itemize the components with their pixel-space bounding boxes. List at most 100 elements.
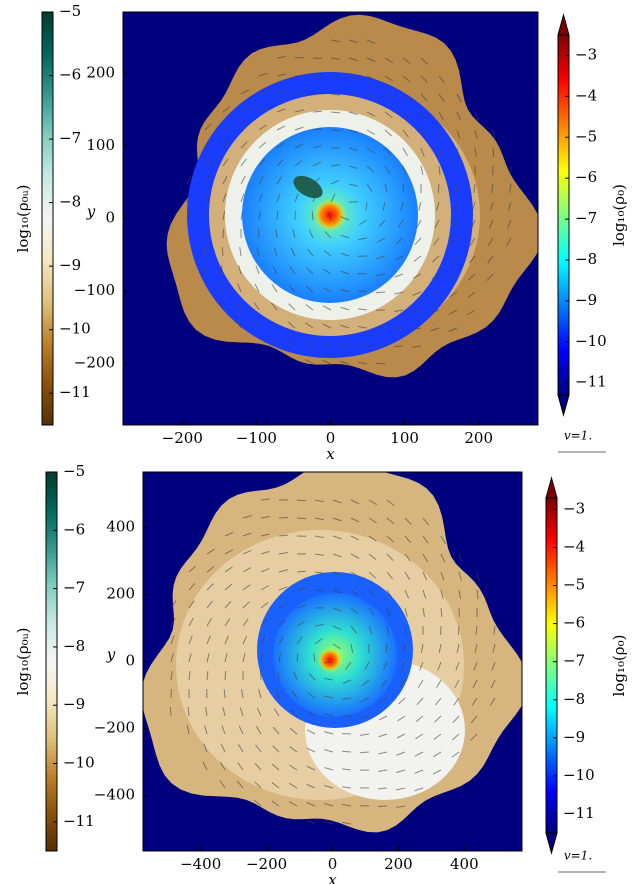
- velocity-vector: [506, 237, 512, 247]
- velocity-vector: [276, 108, 286, 113]
- velocity-vector: [348, 75, 358, 80]
- colorbar: [545, 497, 558, 834]
- velocity-vector: [203, 743, 208, 753]
- y-axis-label: y: [106, 646, 116, 664]
- velocity-vector: [271, 800, 280, 807]
- velocity-vector: [454, 679, 460, 689]
- velocity-vector: [296, 499, 307, 502]
- velocity-vector: [436, 201, 440, 211]
- velocity-vector: [366, 183, 373, 192]
- velocity-vector: [448, 327, 458, 333]
- velocity-vector: [314, 553, 324, 556]
- velocity-vector: [290, 247, 296, 257]
- velocity-vector: [222, 106, 231, 113]
- velocity-vector: [307, 692, 316, 699]
- velocity-vector: [206, 583, 214, 591]
- velocity-vector: [237, 762, 244, 771]
- velocity-vector: [342, 768, 352, 771]
- velocity-vector: [330, 93, 340, 96]
- velocity-vector: [377, 787, 388, 790]
- velocity-vector: [254, 283, 260, 293]
- velocity-vector: [296, 570, 307, 573]
- velocity-vector: [186, 725, 190, 735]
- colorbar-tick-label: −10: [63, 754, 95, 772]
- colorbar-tick-label: −4: [563, 537, 585, 555]
- colorbar: [45, 471, 58, 852]
- velocity-vector: [273, 247, 278, 257]
- colorbar-tick-label: −6: [575, 168, 597, 186]
- velocity-vector: [422, 517, 430, 526]
- velocity-vector: [305, 285, 314, 293]
- velocity-vector: [368, 553, 377, 560]
- velocity-vector: [187, 706, 190, 717]
- velocity-vector: [403, 643, 406, 653]
- colorbar-extend: [557, 13, 570, 36]
- velocity-vector: [449, 291, 458, 298]
- velocity-vector: [359, 219, 368, 226]
- colorbar-tick-label: −9: [63, 695, 85, 713]
- velocity-vector: [397, 715, 406, 722]
- y-axis-label: y: [86, 203, 96, 221]
- velocity-vector: [404, 553, 411, 562]
- velocity-vector: [412, 345, 422, 348]
- velocity-vector: [416, 697, 424, 706]
- velocity-vector: [324, 713, 334, 717]
- colorbar-tick-label: −6: [59, 66, 81, 84]
- colorbar-tick-label: −10: [575, 332, 607, 350]
- colorbar-label: log₁₀(ρ₀): [610, 635, 628, 697]
- velocity-vector: [260, 602, 269, 609]
- velocity-vector: [357, 272, 368, 275]
- velocity-vector: [414, 769, 424, 774]
- velocity-vector: [432, 769, 442, 775]
- y-tick-label: 400: [106, 517, 135, 535]
- velocity-vector: [473, 661, 478, 671]
- velocity-vector: [287, 321, 296, 329]
- velocity-vector: [188, 565, 196, 573]
- velocity-vector: [203, 265, 206, 275]
- velocity-vector: [278, 534, 289, 537]
- velocity-vector: [440, 589, 444, 599]
- velocity-vector: [507, 219, 512, 229]
- velocity-vector: [470, 733, 478, 741]
- velocity-vector: [375, 344, 386, 347]
- velocity-vector: [471, 697, 478, 706]
- velocity-vector: [384, 183, 388, 193]
- velocity-vector: [430, 327, 440, 332]
- colorbar-tick-label: −11: [59, 383, 91, 401]
- velocity-vector: [327, 211, 332, 221]
- velocity-vector: [348, 39, 358, 44]
- velocity-vector: [224, 583, 233, 591]
- velocity-vector: [322, 359, 332, 365]
- velocity-vector: [368, 571, 376, 579]
- velocity-vector: [220, 761, 226, 771]
- velocity-vector: [350, 517, 360, 523]
- velocity-vector: [224, 670, 227, 681]
- velocity-vector: [276, 56, 286, 59]
- velocity-vector: [436, 679, 442, 689]
- velocity-vector: [276, 210, 279, 221]
- y-tick-label: −200: [74, 353, 115, 371]
- velocity-vector: [308, 672, 316, 681]
- velocity-vector: [488, 219, 494, 229]
- vector-key-label: v=1.: [564, 849, 592, 863]
- velocity-vector: [296, 652, 299, 663]
- velocity-vector: [204, 725, 208, 735]
- colorbar-tick-label: −6: [563, 614, 585, 632]
- velocity-vector: [438, 129, 443, 139]
- velocity-vector: [330, 57, 340, 61]
- velocity-vector: [508, 183, 512, 193]
- velocity-vector: [378, 733, 388, 738]
- velocity-vector: [404, 607, 408, 617]
- velocity-vector: [378, 751, 388, 755]
- velocity-vector: [375, 291, 386, 294]
- velocity-vector: [440, 535, 446, 545]
- velocity-vector: [314, 535, 324, 539]
- velocity-vector: [294, 74, 305, 77]
- velocity-vector: [220, 743, 226, 753]
- velocity-vector: [305, 340, 314, 347]
- velocity-vector: [294, 126, 304, 131]
- velocity-vector: [296, 620, 305, 627]
- velocity-vector: [242, 653, 246, 663]
- velocity-vector: [224, 566, 233, 573]
- velocity-vector: [453, 697, 460, 706]
